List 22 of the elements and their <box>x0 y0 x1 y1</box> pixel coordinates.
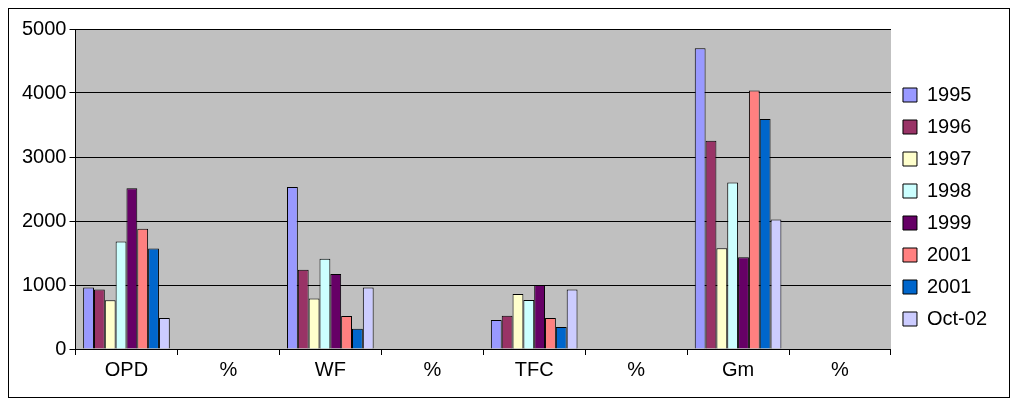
legend-label: 1995 <box>926 82 972 105</box>
y-tick-label: 2000 <box>21 208 67 231</box>
legend-label: 2001 <box>926 274 972 297</box>
legend-label: 1997 <box>926 146 972 169</box>
y-tick-label: 1000 <box>21 272 67 295</box>
legend-label: 1996 <box>926 114 972 137</box>
x-tick-label: % <box>627 357 646 380</box>
x-tick-label: OPD <box>104 357 149 380</box>
legend-label: 1998 <box>926 178 972 201</box>
y-tick-label: 3000 <box>21 144 67 167</box>
y-tick-label: 0 <box>55 336 67 359</box>
x-tick-label: % <box>423 357 442 380</box>
x-tick-label: WF <box>314 357 346 380</box>
x-tick-label: TFC <box>514 357 554 380</box>
y-tick-label: 4000 <box>21 80 67 103</box>
x-tick-label: % <box>219 357 238 380</box>
legend-label: 2001 <box>926 242 972 265</box>
x-tick-label: % <box>831 357 850 380</box>
y-tick-label: 5000 <box>21 16 67 39</box>
legend-label: 1999 <box>926 210 972 233</box>
x-tick-label: Gm <box>721 357 755 380</box>
legend-label: Oct-02 <box>926 306 988 329</box>
